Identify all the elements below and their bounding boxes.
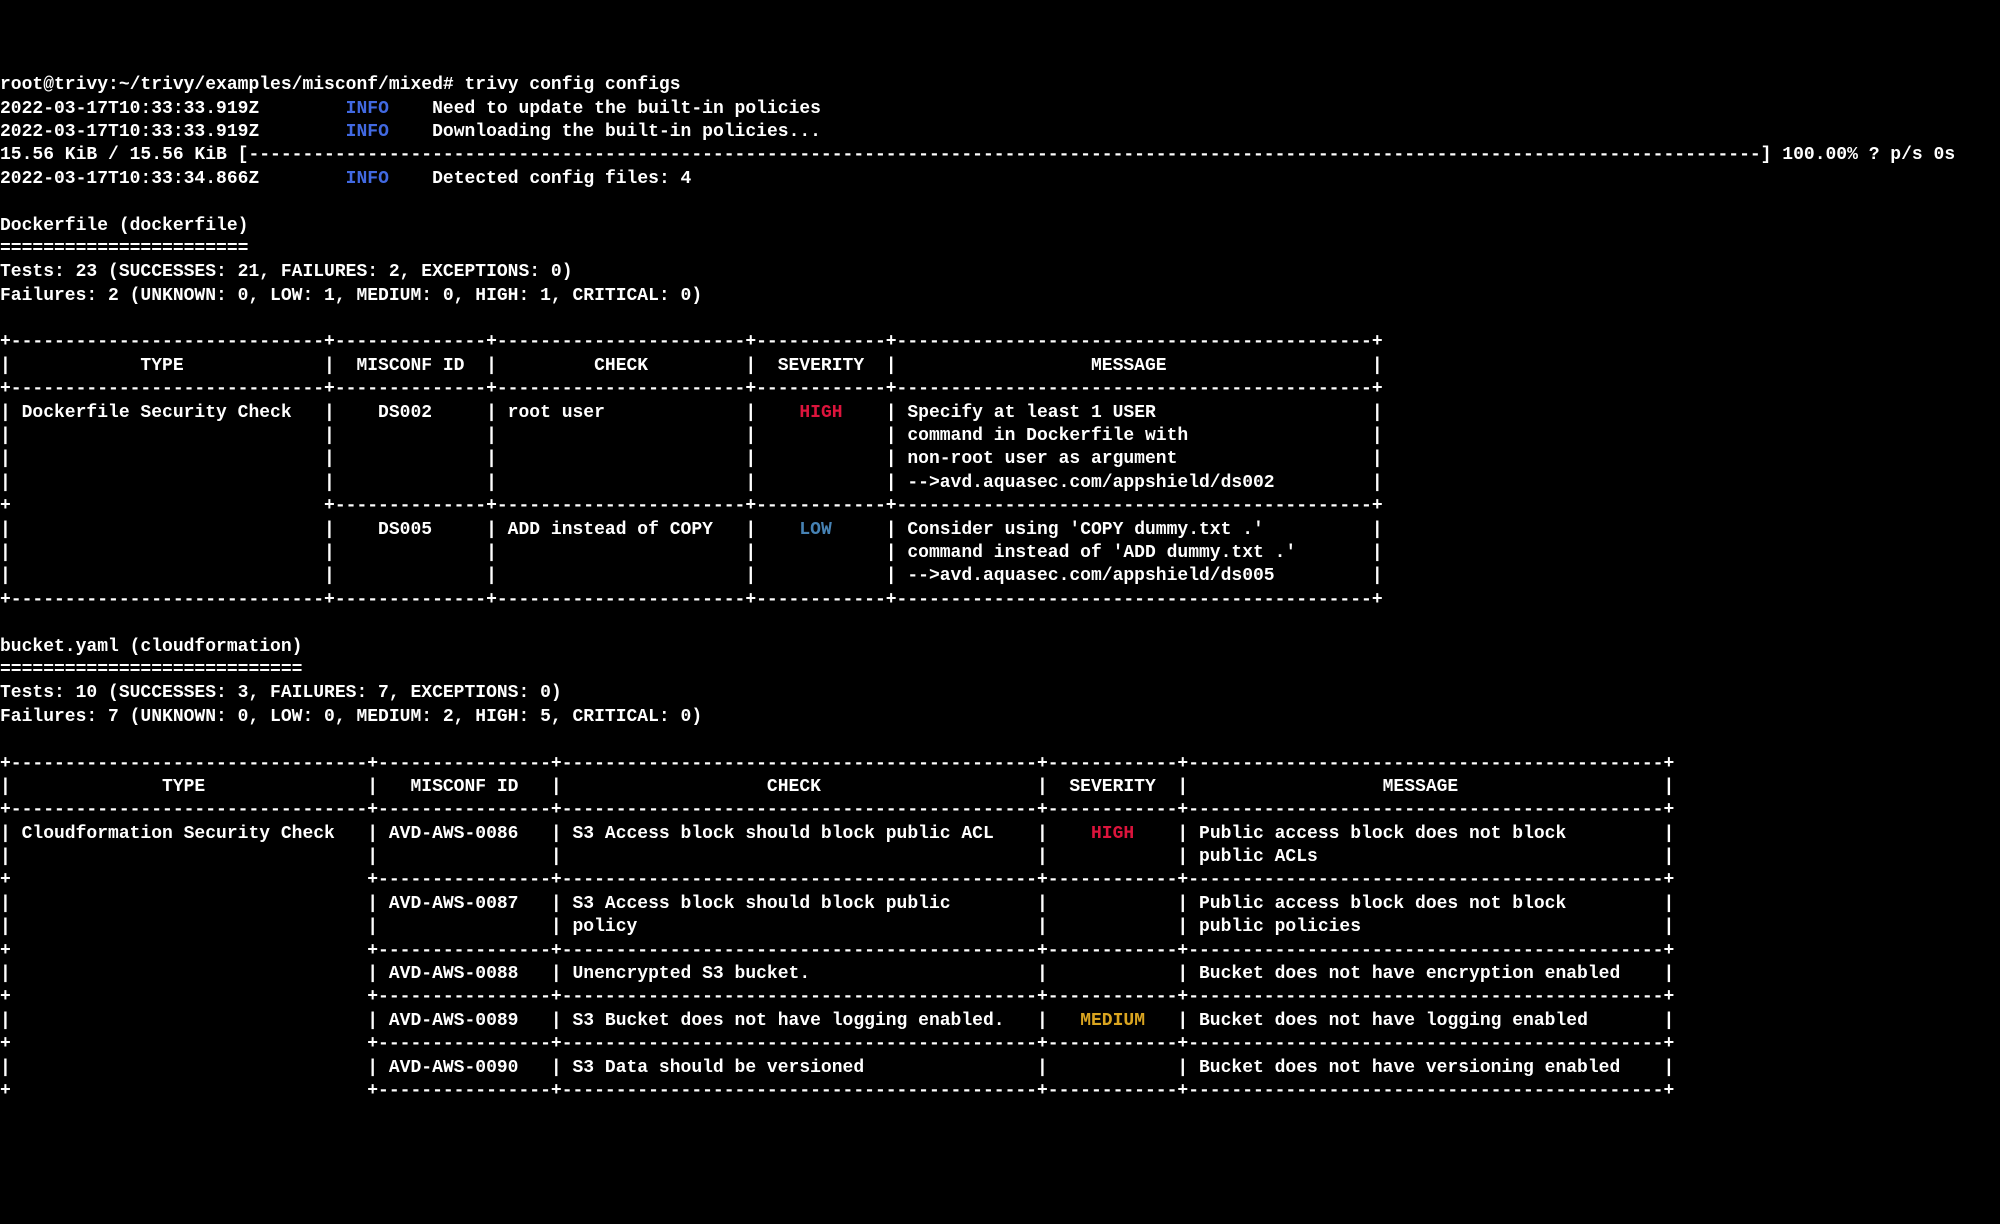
command-text: trivy config configs bbox=[465, 75, 681, 95]
severity-badge: MEDIUM bbox=[1080, 1011, 1145, 1031]
log-message: Need to update the built-in policies bbox=[432, 99, 821, 119]
log-message: Detected config files: 4 bbox=[432, 169, 691, 189]
log-timestamp: 2022-03-17T10:33:33.919Z bbox=[0, 122, 259, 142]
terminal-output: root@trivy:~/trivy/examples/misconf/mixe… bbox=[0, 74, 2000, 1103]
download-progress: 15.56 KiB / 15.56 KiB [-----------------… bbox=[0, 145, 1955, 165]
log-level: INFO bbox=[346, 169, 389, 189]
section-title: bucket.yaml (cloudformation) bbox=[0, 637, 302, 657]
log-timestamp: 2022-03-17T10:33:33.919Z bbox=[0, 99, 259, 119]
section-title: Dockerfile (dockerfile) bbox=[0, 216, 248, 236]
failures-summary: Failures: 2 (UNKNOWN: 0, LOW: 1, MEDIUM:… bbox=[0, 286, 702, 306]
log-level: INFO bbox=[346, 99, 389, 119]
tests-summary: Tests: 23 (SUCCESSES: 21, FAILURES: 2, E… bbox=[0, 262, 573, 282]
shell-prompt: root@trivy:~/trivy/examples/misconf/mixe… bbox=[0, 75, 454, 95]
failures-summary: Failures: 7 (UNKNOWN: 0, LOW: 0, MEDIUM:… bbox=[0, 707, 702, 727]
log-timestamp: 2022-03-17T10:33:34.866Z bbox=[0, 169, 259, 189]
log-message: Downloading the built-in policies... bbox=[432, 122, 821, 142]
tests-summary: Tests: 10 (SUCCESSES: 3, FAILURES: 7, EX… bbox=[0, 683, 562, 703]
section-underline: ======================= bbox=[0, 239, 248, 259]
severity-badge: HIGH bbox=[1091, 824, 1134, 844]
log-level: INFO bbox=[346, 122, 389, 142]
severity-badge: LOW bbox=[799, 520, 831, 540]
section-underline: ============================ bbox=[0, 660, 302, 680]
severity-badge: HIGH bbox=[799, 403, 842, 423]
